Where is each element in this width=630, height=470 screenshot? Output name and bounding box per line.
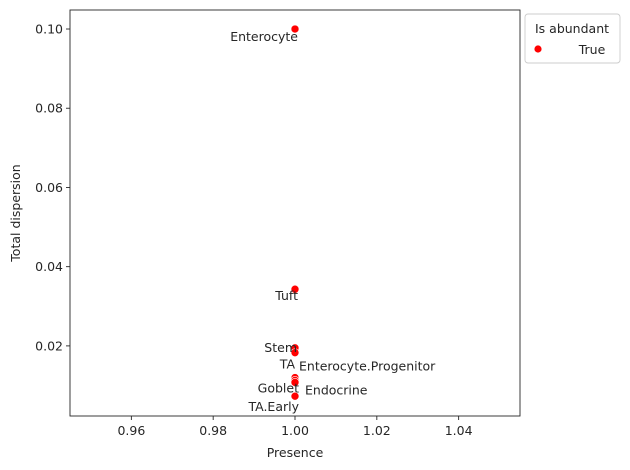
point-label: Enterocyte: [230, 29, 298, 44]
y-axis-ticks: 0.02 0.04 0.06 0.08 0.10: [35, 22, 70, 353]
data-point: [290, 391, 300, 401]
y-tick-label: 0.08: [35, 101, 63, 116]
x-axis-ticks: 0.96 0.98 1.00 1.02 1.04: [117, 416, 473, 438]
x-tick-label: 0.96: [117, 423, 145, 438]
x-tick-label: 1.02: [363, 423, 391, 438]
y-tick-label: 0.10: [35, 22, 63, 37]
data-point: [290, 378, 300, 387]
y-tick-label: 0.06: [35, 180, 63, 195]
point-label: TA.Early: [247, 399, 299, 414]
data-point: [290, 284, 300, 294]
point-label: Goblet: [258, 380, 299, 395]
x-tick-label: 0.98: [199, 423, 227, 438]
legend-box: [524, 13, 621, 64]
data-point: [290, 348, 300, 357]
point-labels: Enterocyte Tuft Stem TA Enterocyte.Progenito…: [230, 29, 436, 414]
legend: Is abundant True: [524, 13, 621, 64]
legend-title: Is abundant: [535, 21, 609, 36]
data-point: [290, 24, 300, 34]
legend-marker-true: [534, 45, 542, 53]
y-axis-label: Total dispersion: [8, 164, 23, 262]
legend-entry-true: True: [578, 42, 606, 57]
x-axis-label: Presence: [267, 445, 324, 460]
point-label: Endocrine: [305, 382, 368, 397]
point-label: Tuft: [274, 288, 298, 303]
plot-marks: [290, 24, 300, 401]
x-tick-label: 1.00: [281, 423, 309, 438]
y-tick-label: 0.04: [35, 259, 63, 274]
point-label: TA: [279, 357, 296, 372]
point-label: Enterocyte.Progenitor: [299, 359, 436, 374]
x-tick-label: 1.04: [445, 423, 473, 438]
point-label: Stem: [264, 340, 297, 355]
y-tick-label: 0.02: [35, 338, 63, 353]
